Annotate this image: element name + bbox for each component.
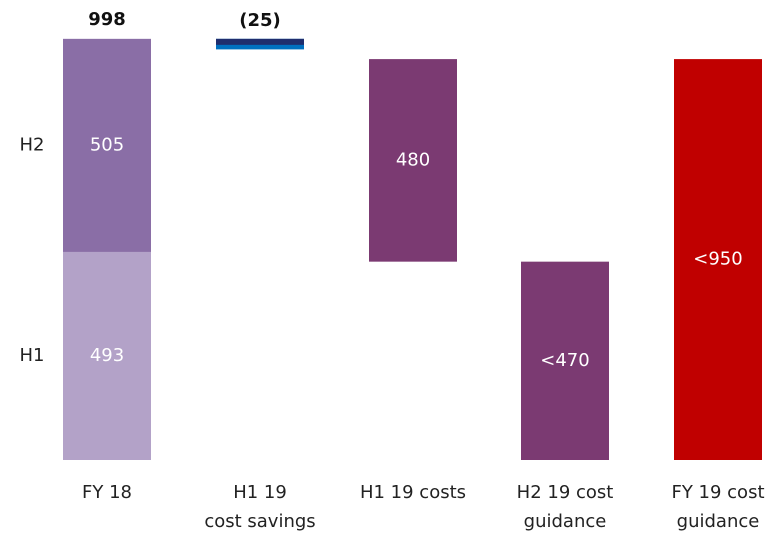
x-tick-label: H2 19 cost — [517, 482, 614, 503]
segment-name: H1 — [20, 345, 45, 366]
x-tick-label: FY 19 cost — [671, 482, 764, 503]
bar — [674, 59, 762, 460]
value-label: (25) — [239, 10, 281, 31]
x-tick-label: H1 19 — [233, 482, 287, 503]
x-tick-label: H1 19 costs — [360, 482, 466, 503]
bar — [369, 59, 457, 262]
bar-edge — [216, 38, 304, 45]
value-label: 493 — [90, 345, 124, 366]
value-label: 505 — [90, 134, 124, 155]
bar — [521, 261, 609, 460]
bar — [63, 38, 151, 252]
x-tick-label: guidance — [677, 511, 760, 532]
bar — [63, 251, 151, 460]
value-label: <950 — [693, 249, 742, 270]
total-label: 998 — [88, 9, 126, 30]
segment-name: H2 — [20, 134, 45, 155]
value-label: 480 — [396, 149, 430, 170]
x-tick-label: cost savings — [204, 511, 315, 532]
value-label: <470 — [540, 350, 589, 371]
x-tick-label: FY 18 — [82, 482, 132, 503]
x-tick-label: guidance — [524, 511, 607, 532]
